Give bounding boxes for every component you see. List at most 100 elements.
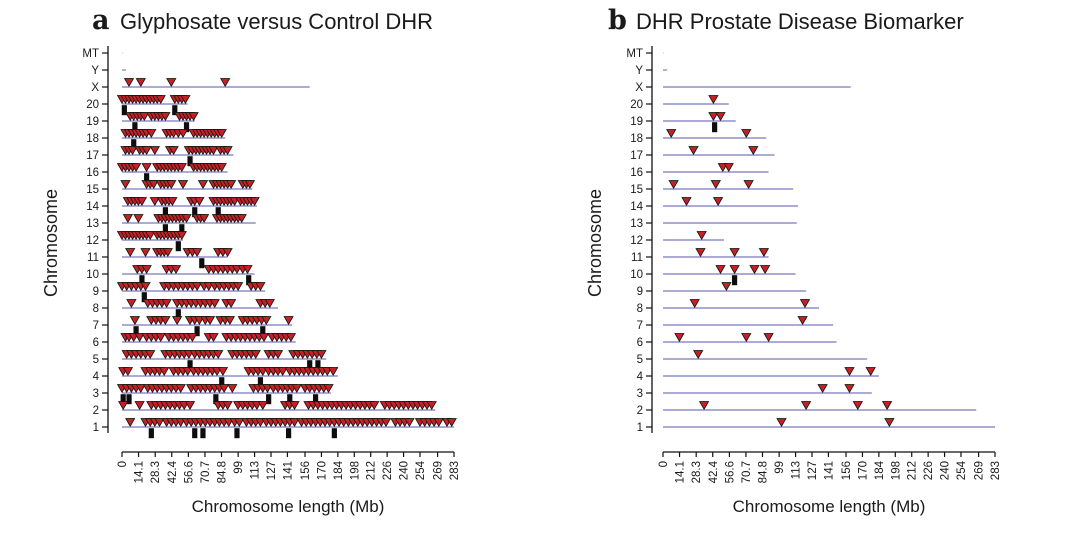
y-tick-label: 1 xyxy=(93,422,99,434)
triangle-marker xyxy=(865,367,876,377)
triangle-marker xyxy=(741,129,752,139)
block-marker xyxy=(175,309,181,320)
triangle-marker xyxy=(741,333,752,343)
y-tick-label: 10 xyxy=(86,269,99,281)
triangle-marker xyxy=(134,401,145,411)
block-marker xyxy=(162,207,169,218)
x-tick-label: 170 xyxy=(316,461,328,480)
triangle-marker xyxy=(748,146,759,156)
triangle-marker xyxy=(187,333,198,343)
triangle-marker xyxy=(708,95,719,105)
x-tick-label: 141 xyxy=(282,461,294,480)
triangle-marker xyxy=(759,265,771,275)
y-tick-label: 20 xyxy=(86,99,99,111)
x-tick-label: 0 xyxy=(117,461,129,467)
triangle-marker xyxy=(145,231,156,241)
triangle-marker xyxy=(681,197,692,207)
block-marker xyxy=(731,275,738,286)
triangle-marker xyxy=(255,282,266,292)
block-marker xyxy=(192,207,198,218)
triangle-marker xyxy=(693,350,704,360)
x-tick-label: 198 xyxy=(349,461,361,480)
triangle-marker xyxy=(712,197,724,207)
triangle-marker xyxy=(289,401,300,411)
triangle-marker xyxy=(225,180,237,190)
y-tick-label: 19 xyxy=(86,116,99,128)
triangle-marker xyxy=(191,282,203,292)
triangle-marker xyxy=(145,350,156,360)
block-marker xyxy=(234,428,240,439)
y-tick-label: 13 xyxy=(630,218,643,230)
triangle-marker xyxy=(272,350,284,360)
panel-a-title: Glyphosate versus Control DHR xyxy=(120,9,433,34)
triangle-marker xyxy=(217,367,229,377)
y-tick-label: 14 xyxy=(630,201,643,213)
x-tick-label: 28.3 xyxy=(691,461,703,483)
triangle-marker xyxy=(122,367,134,377)
triangle-marker xyxy=(729,265,740,275)
triangle-marker xyxy=(146,129,157,139)
block-marker xyxy=(121,105,127,116)
triangle-marker xyxy=(155,95,166,105)
block-marker xyxy=(162,224,169,235)
triangle-marker xyxy=(161,299,172,309)
triangle-marker xyxy=(852,401,863,411)
x-tick-label: 184 xyxy=(333,460,345,480)
block-marker xyxy=(132,122,138,133)
triangle-marker xyxy=(125,248,136,258)
triangle-marker xyxy=(176,163,187,173)
triangle-marker xyxy=(721,282,732,292)
y-tick-label: 15 xyxy=(630,184,643,196)
triangle-marker xyxy=(244,180,256,190)
triangle-marker xyxy=(160,316,171,326)
triangle-marker xyxy=(184,401,196,411)
x-tick-label: 14.1 xyxy=(675,461,687,483)
x-tick-label: 0 xyxy=(658,461,670,467)
triangle-marker xyxy=(216,163,227,173)
triangle-marker xyxy=(159,367,170,377)
triangle-marker xyxy=(204,316,216,326)
triangle-marker xyxy=(141,265,152,275)
block-marker xyxy=(307,360,313,371)
block-marker xyxy=(120,394,126,405)
triangle-marker xyxy=(285,333,297,343)
x-tick-label: 170 xyxy=(857,461,869,480)
triangle-marker xyxy=(264,299,275,309)
triangle-marker xyxy=(125,418,136,428)
block-marker xyxy=(285,428,292,439)
y-tick-label: 5 xyxy=(637,354,643,366)
block-marker xyxy=(131,139,137,150)
triangle-marker xyxy=(129,316,141,326)
y-tick-label: 18 xyxy=(630,133,643,145)
block-marker xyxy=(126,394,132,405)
x-tick-label: 99 xyxy=(774,461,786,474)
triangle-marker xyxy=(155,333,166,343)
triangle-marker xyxy=(162,248,173,258)
panel-b-label: b xyxy=(608,5,627,36)
triangle-marker xyxy=(168,146,179,156)
triangle-marker xyxy=(758,248,770,258)
triangle-marker xyxy=(708,112,719,122)
y-tick-label: 3 xyxy=(637,388,643,400)
block-marker xyxy=(199,258,205,269)
y-tick-label: 11 xyxy=(631,252,643,264)
triangle-marker xyxy=(227,384,238,394)
y-tick-label: 14 xyxy=(86,201,99,213)
x-tick-label: 156 xyxy=(841,461,853,480)
triangle-marker xyxy=(208,146,219,156)
triangle-marker xyxy=(881,401,893,411)
triangle-marker xyxy=(743,180,754,190)
triangle-marker xyxy=(234,418,245,428)
y-tick-label: 16 xyxy=(630,167,643,179)
panel-b-xaxis-title: Chromosome length (Mb) xyxy=(733,497,926,516)
x-tick-label: 283 xyxy=(990,461,1002,480)
triangle-marker xyxy=(695,248,706,258)
y-tick-label: 1 xyxy=(637,422,643,434)
triangle-marker xyxy=(433,418,444,428)
x-tick-label: 56.6 xyxy=(183,461,195,483)
x-tick-label: 254 xyxy=(956,460,968,480)
panel-a: a Glyphosate versus Control DHR Chromoso… xyxy=(41,5,461,516)
y-tick-label: 19 xyxy=(630,116,643,128)
y-tick-label: MT xyxy=(626,48,643,60)
block-marker xyxy=(175,241,181,252)
